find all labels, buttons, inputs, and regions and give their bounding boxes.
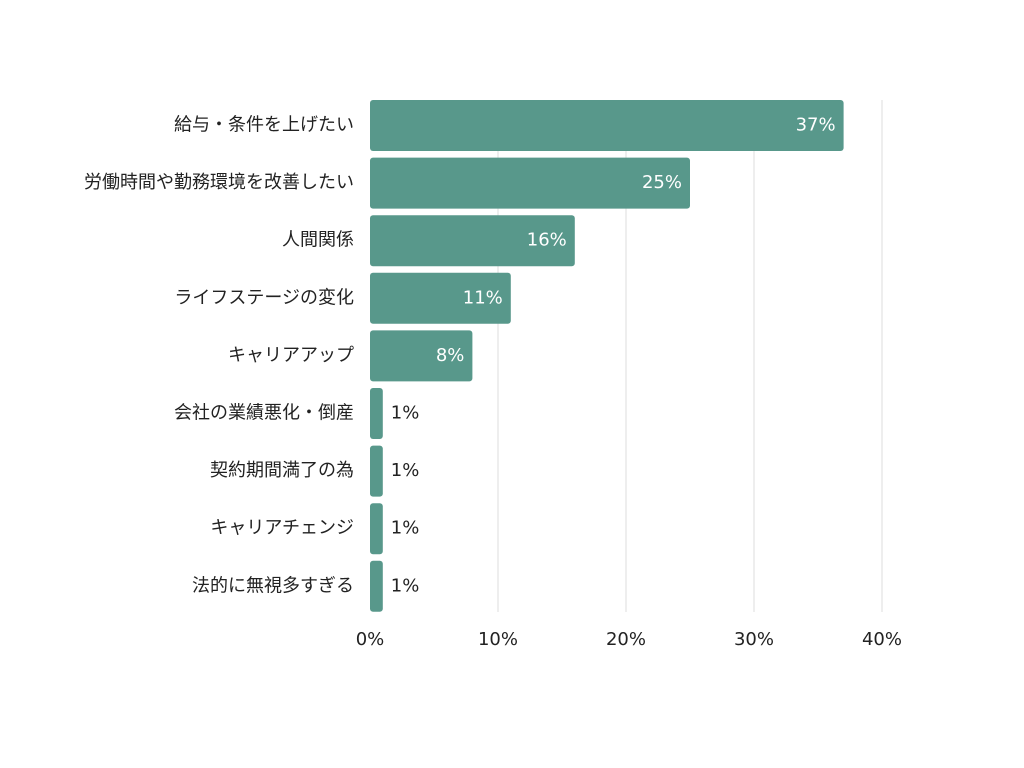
bar	[370, 388, 383, 439]
category-label: ライフステージの変化	[174, 287, 354, 308]
category-label: キャリアアップ	[228, 345, 354, 366]
bar	[370, 560, 383, 612]
bar	[370, 215, 575, 267]
bar-value-label: 37%	[796, 115, 836, 136]
bar	[370, 330, 473, 382]
bar-value-label: 1%	[391, 403, 420, 424]
category-label: 労働時間や勤務環境を改善したい	[84, 172, 354, 193]
bar-value-label: 11%	[463, 287, 503, 308]
category-label: キャリアチェンジ	[210, 518, 354, 539]
x-tick-label: 0%	[356, 629, 385, 650]
category-label: 給与・条件を上げたい	[174, 115, 354, 136]
bar-value-label: 1%	[391, 575, 420, 596]
bars	[370, 100, 844, 612]
x-tick-label: 40%	[862, 629, 902, 650]
bar	[370, 272, 511, 324]
bar-value-label: 8%	[436, 345, 465, 366]
bar	[370, 503, 383, 555]
bar-value-label: 1%	[391, 518, 420, 539]
bar-value-label: 25%	[642, 172, 682, 193]
category-label: 法的に無視多すぎる	[192, 575, 354, 596]
category-label: 契約期間満了の為	[210, 460, 354, 481]
category-label: 会社の業績悪化・倒産	[174, 403, 354, 424]
category-label: 人間関係	[282, 230, 354, 251]
bar-value-label: 1%	[391, 460, 420, 481]
category-labels: 給与・条件を上げたい労働時間や勤務環境を改善したい人間関係ライフステージの変化キ…	[84, 115, 354, 597]
bar-value-label: 16%	[527, 230, 567, 251]
x-tick-label: 30%	[734, 629, 774, 650]
x-tick-label: 10%	[478, 629, 518, 650]
x-tick-label: 20%	[606, 629, 646, 650]
value-labels: 37% 25% 16% 11% 8% 1% 1% 1% 1%	[391, 115, 836, 597]
bar	[370, 157, 690, 209]
x-axis-tick-labels: 0% 10% 20% 30% 40%	[356, 629, 902, 650]
bar	[370, 100, 844, 151]
bar	[370, 445, 383, 497]
